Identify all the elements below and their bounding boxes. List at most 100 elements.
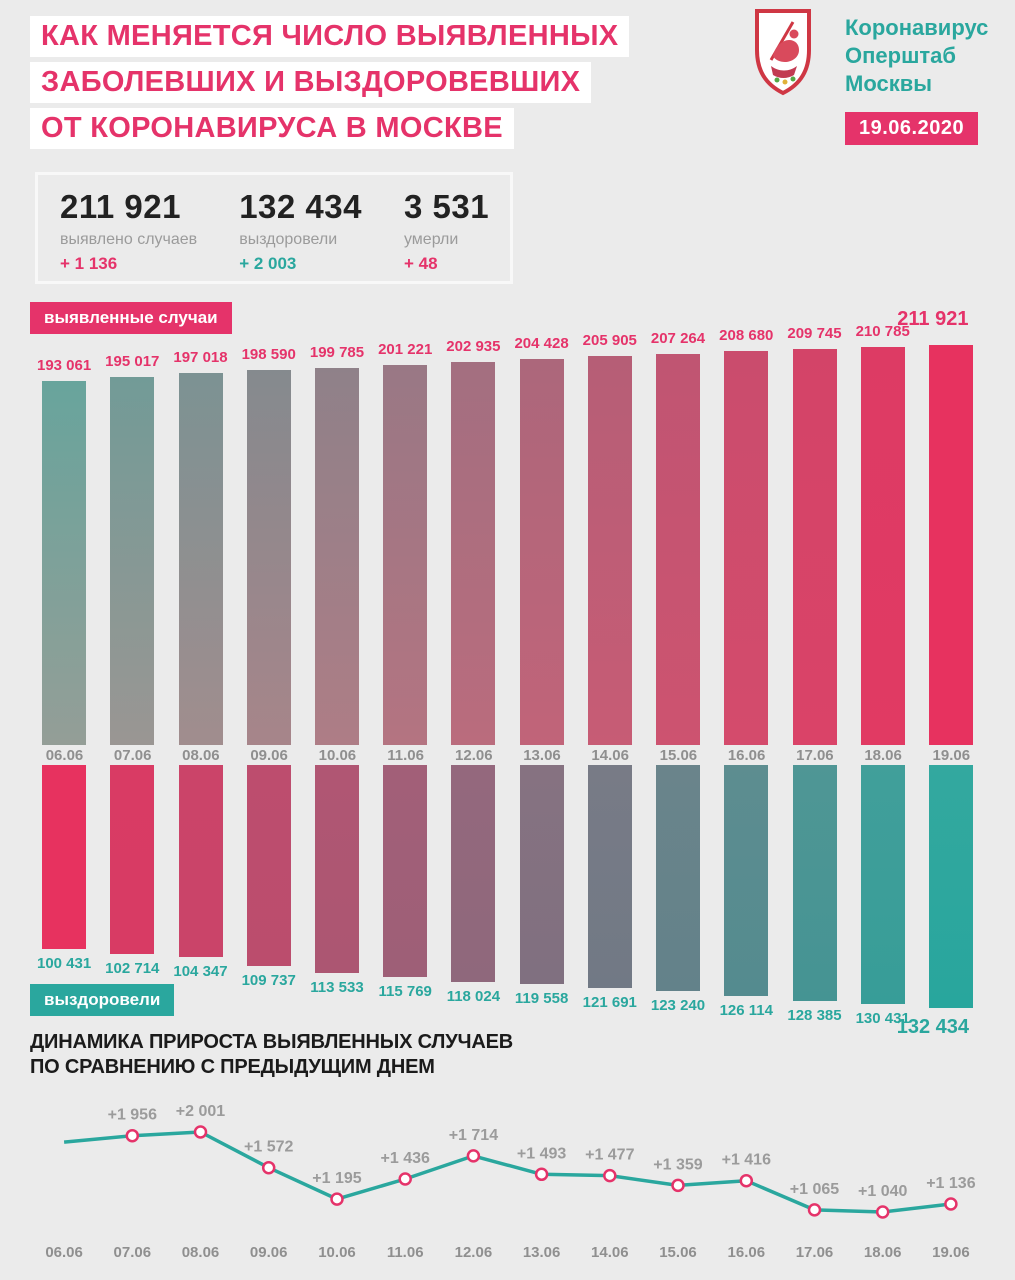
bar-detected-cases-15.06	[656, 353, 700, 745]
bar-recovered-cases-17.06	[792, 765, 837, 1001]
bar-value-label: 128 385	[787, 1006, 842, 1024]
point-marker	[875, 1205, 890, 1219]
bar-value-label: 211 921	[897, 308, 969, 330]
date-tick: 09.06	[250, 747, 288, 764]
bar-value-label: 199 785	[309, 343, 365, 361]
date-tick: 11.06	[387, 1244, 424, 1261]
bar-detected-cases-14.06	[587, 356, 632, 745]
bar-value-label: 113 533	[310, 979, 364, 997]
stat-label: выздоровели	[239, 231, 338, 248]
stat-label: умерли	[403, 231, 459, 248]
bar-recovered-cases-15.06	[656, 765, 700, 992]
bar-recovered-cases-12.06	[451, 765, 496, 982]
bar-recovered-cases-16.06	[724, 765, 769, 997]
title-line-1: КАК МЕНЯЕТСЯ ЧИСЛО ВЫЯВЛЕННЫХ	[30, 16, 630, 57]
date-tick: 16.06	[728, 1244, 766, 1261]
bar-value-label: 100 431	[36, 955, 92, 973]
bar-detected-cases-17.06	[792, 349, 837, 745]
logo-line-3: Москвы	[845, 71, 933, 96]
title-line-2: ЗАБОЛЕВШИХ И ВЫЗДОРОВЕВШИХ	[30, 62, 592, 103]
bar-recovered-cases-18.06	[860, 765, 905, 1005]
bar-detected-cases-06.06	[42, 380, 87, 745]
date-tick: 08.06	[182, 1244, 220, 1261]
date-tick: 12.06	[455, 1244, 493, 1261]
summary-stats: 211 921 выявлено случаев + 1 136 132 434…	[35, 172, 513, 284]
bar-recovered-cases-06.06	[42, 765, 87, 950]
date-tick: 19.06	[932, 1244, 970, 1261]
bar-value-label: 197 018	[173, 349, 228, 367]
bar-value-label: 208 680	[719, 327, 774, 345]
bar-detected-cases-18.06	[860, 347, 905, 745]
bar-value-label: 207 264	[650, 329, 706, 347]
logo-line-2: Оперштаб	[845, 43, 957, 68]
date-tick: 13.06	[523, 1244, 561, 1261]
point-marker	[398, 1172, 412, 1186]
point-value-label: +1 572	[244, 1139, 293, 1156]
daily-increase-line-chart: 06.06 +1 956 07.06 +2 001 08.06 +1 572 09.06 +1…	[45, 1103, 975, 1261]
point-marker	[125, 1128, 140, 1143]
date-tick: 06.06	[45, 1244, 83, 1261]
bar-recovered-cases-14.06	[587, 765, 632, 989]
point-marker	[603, 1168, 617, 1183]
bar-value-label: 102 714	[105, 959, 160, 977]
bar-value-label: 195 017	[105, 352, 160, 370]
bar-detected-cases-09.06	[246, 370, 291, 745]
recovered-cases-bar-chart: 100 431 102 714 104 347 109 737 113 533 115 7…	[30, 765, 985, 1040]
bar-value-label: 205 905	[582, 332, 637, 350]
detected-cases-bar-chart: 193 061 195 017 197 018 198 590 199 785 201 2…	[30, 308, 985, 745]
recovered-cases-badge: выздоровели	[30, 984, 175, 1016]
date-tick: 17.06	[796, 747, 834, 764]
point-value-label: +2 001	[176, 1103, 225, 1120]
date-tick: 18.06	[864, 747, 902, 764]
point-marker	[261, 1160, 276, 1175]
bar-value-label: 123 240	[650, 997, 706, 1015]
bar-value-label: 121 691	[582, 994, 637, 1012]
date-tick: 10.06	[318, 1244, 356, 1261]
bar-value-label: 119 558	[514, 990, 569, 1008]
bar-recovered-cases-09.06	[246, 765, 291, 967]
date-tick: 15.06	[659, 1244, 697, 1261]
stat-delta: + 1 136	[60, 254, 118, 273]
date-tick: 10.06	[318, 747, 357, 764]
point-value-label: +1 477	[585, 1147, 634, 1164]
bar-recovered-cases-08.06	[178, 765, 223, 957]
increase-line	[63, 1130, 952, 1214]
point-marker	[466, 1149, 481, 1163]
date-tick: 12.06	[455, 747, 493, 764]
date-tick: 11.06	[387, 747, 424, 764]
bar-value-label: 109 737	[241, 972, 296, 990]
bar-recovered-cases-07.06	[110, 765, 155, 954]
moscow-crest-icon	[755, 9, 811, 96]
stat-label: выявлено случаев	[60, 231, 198, 248]
title-line-3: ОТ КОРОНАВИРУСА В МОСКВЕ	[30, 108, 514, 149]
page-title: КАК МЕНЯЕТСЯ ЧИСЛО ВЫЯВЛЕННЫХ ЗАБОЛЕВШИХ…	[30, 16, 630, 154]
bar-detected-cases-07.06	[110, 376, 155, 745]
bar-value-label: 193 061	[36, 356, 92, 374]
line-chart-title: ДИНАМИКА ПРИРОСТА ВЫЯВЛЕННЫХ СЛУЧАЕВ ПО …	[30, 1030, 513, 1080]
date-tick: 14.06	[591, 747, 629, 764]
stat-delta: + 48	[403, 254, 438, 273]
bar-detected-cases-13.06	[519, 359, 564, 745]
point-value-label: +1 195	[312, 1170, 361, 1187]
point-value-label: +1 136	[926, 1175, 975, 1192]
point-value-label: +1 065	[790, 1181, 839, 1198]
point-marker	[807, 1203, 822, 1217]
date-tick: 13.06	[523, 747, 561, 764]
point-value-label: +1 436	[381, 1150, 430, 1167]
date-tick: 08.06	[182, 747, 220, 764]
logo-line-1: Коронавирус	[845, 15, 989, 40]
bar-recovered-cases-19.06	[928, 765, 973, 1008]
bar-value-label: 115 769	[378, 983, 432, 1001]
detected-cases-badge: выявленные случаи	[30, 302, 232, 334]
date-tick: 19.06	[932, 747, 971, 764]
bar-value-label: 118 024	[446, 987, 501, 1005]
line-chart-title-line-2: ПО СРАВНЕНИЮ С ПРЕДЫДУЩИМ ДНЕМ	[30, 1056, 435, 1078]
point-marker	[739, 1173, 754, 1188]
date-tick: 06.06	[45, 747, 84, 764]
bar-detected-cases-10.06	[315, 367, 359, 745]
bar-detected-cases-12.06	[451, 362, 496, 745]
date-badge: 19.06.2020	[845, 112, 979, 145]
point-marker	[534, 1167, 549, 1182]
date-tick: 07.06	[113, 747, 152, 764]
